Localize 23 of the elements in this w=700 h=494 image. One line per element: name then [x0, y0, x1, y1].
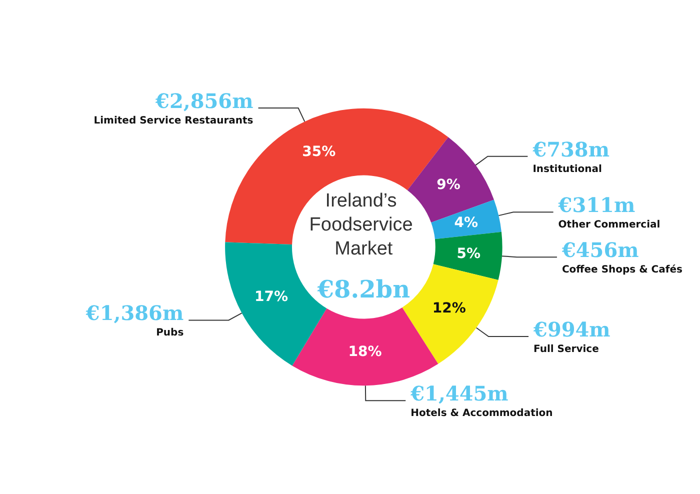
text: 5% [456, 246, 481, 262]
data-label: €1,445m [410, 382, 508, 406]
text: 12% [432, 300, 466, 316]
data-label: €1,386m [84, 301, 184, 326]
slice-label: Pubs [156, 328, 184, 339]
text: Ireland’s Foodservice Market [309, 190, 418, 260]
text: €8.2bn [316, 274, 410, 304]
text: 4% [454, 215, 478, 232]
text: 17% [254, 289, 288, 306]
data-label: €456m [560, 238, 639, 262]
slice-label: Coffee Shops & Cafés [562, 264, 683, 276]
slice-label: Hotels & Accommodation [410, 408, 553, 420]
text: 35% [302, 144, 336, 160]
slice-label: Full Service [534, 344, 600, 356]
slice-label: Other Commercial [558, 220, 660, 231]
text: 9% [436, 176, 460, 193]
data-label: €738m [532, 137, 610, 162]
slice-label: Institutional [532, 164, 602, 175]
text: 18% [348, 344, 382, 360]
slice-label: Limited Service Restaurants [94, 116, 254, 126]
data-label: €994m [532, 318, 610, 342]
data-label: €311m [557, 193, 636, 218]
data-label: €2,856m [154, 89, 254, 113]
